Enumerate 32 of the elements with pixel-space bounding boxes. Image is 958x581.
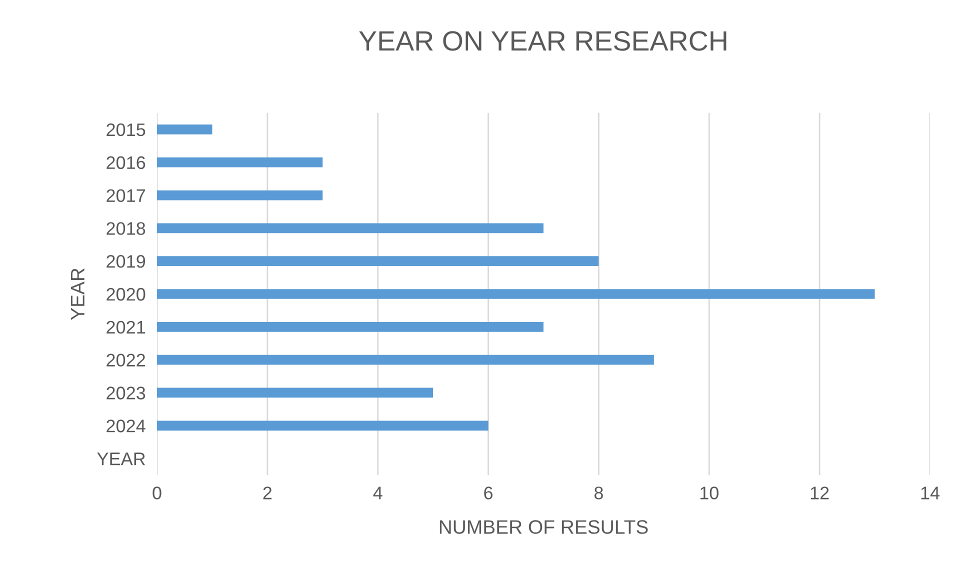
x-axis-title: NUMBER OF RESULTS [440, 520, 648, 534]
bar [157, 190, 323, 200]
y-tick-label: 2020 [106, 288, 146, 301]
x-tick-label: 12 [810, 486, 829, 500]
bar [157, 354, 654, 365]
y-tick-label: 2015 [106, 123, 146, 136]
x-tick-label: 10 [700, 486, 718, 500]
chart-title: YEAR ON YEAR RESEARCH [359, 31, 726, 51]
y-tick-label: 2022 [106, 354, 145, 367]
bar [157, 420, 488, 431]
bar [157, 388, 434, 398]
bar [157, 124, 212, 134]
y-tick-label: 2019 [106, 255, 146, 268]
x-tick-label: 0 [152, 486, 162, 500]
y-tick-label: 2021 [106, 320, 146, 334]
x-tick-label: 2 [263, 486, 272, 500]
x-tick-label: 14 [921, 486, 940, 500]
bar [157, 289, 875, 299]
x-tick-label: 4 [373, 486, 382, 500]
x-tick-label: 8 [594, 486, 603, 500]
y-axis-title: YEAR [70, 268, 84, 320]
bar [157, 223, 544, 234]
bar [157, 256, 599, 266]
y-tick-label: 2018 [106, 222, 146, 235]
bar [157, 322, 544, 332]
y-tick-label: YEAR [97, 452, 146, 466]
y-tick-label: 2024 [106, 420, 146, 432]
y-tick-label: 2017 [106, 189, 145, 202]
y-tick-label: 2023 [106, 386, 146, 400]
bar [157, 157, 323, 168]
y-tick-label: 2016 [106, 156, 146, 170]
x-tick-label: 6 [484, 486, 493, 500]
